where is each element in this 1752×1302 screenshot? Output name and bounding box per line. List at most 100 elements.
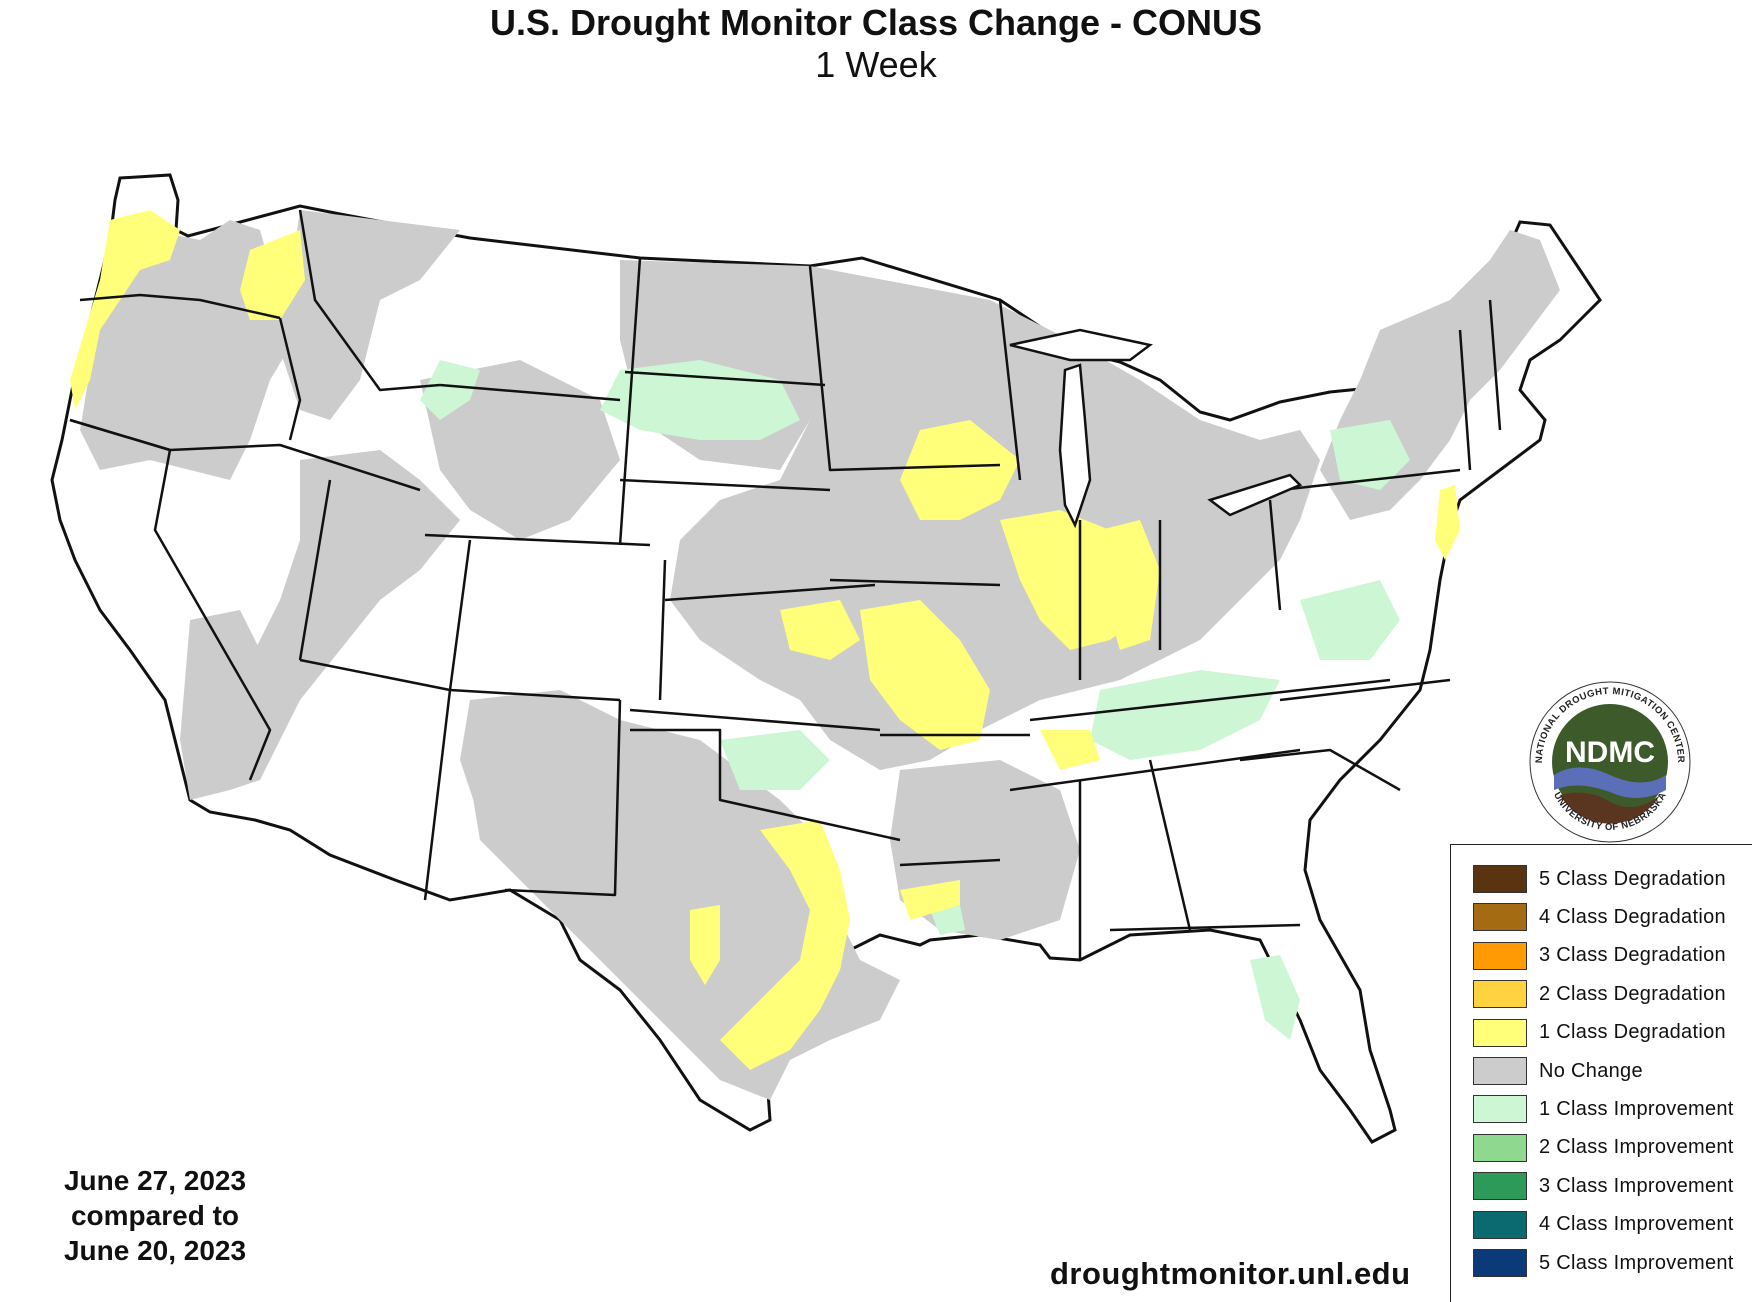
legend-item: 3 Class Degradation bbox=[1473, 941, 1726, 971]
border-new-england bbox=[1458, 299, 1502, 471]
degradation-louisiana bbox=[900, 880, 960, 920]
border-id-mt bbox=[298, 209, 441, 392]
border-ut-co bbox=[448, 539, 472, 691]
lake-superior bbox=[1009, 328, 1153, 362]
legend-label: 4 Class Improvement bbox=[1539, 1213, 1734, 1236]
border-tx-ok bbox=[630, 728, 901, 842]
improvement-new-york bbox=[1330, 420, 1410, 490]
border-ne-ks bbox=[664, 583, 876, 602]
date-comparison: June 27, 2023 compared to June 20, 2023 bbox=[40, 1163, 270, 1268]
border-wa-or bbox=[79, 293, 281, 320]
state-borders bbox=[69, 209, 1502, 960]
border-mt-wy bbox=[439, 383, 621, 402]
legend-swatch bbox=[1473, 1133, 1527, 1162]
legend-swatch bbox=[1473, 1210, 1527, 1239]
legend-item: 1 Class Improvement bbox=[1473, 1094, 1734, 1124]
legend-item: 2 Class Improvement bbox=[1473, 1133, 1734, 1163]
great-lakes bbox=[1009, 328, 1303, 529]
degradation-texas-east bbox=[720, 820, 850, 1070]
improvement-regions bbox=[420, 360, 1410, 1040]
legend-swatch bbox=[1473, 1172, 1527, 1201]
lake-erie bbox=[1207, 473, 1303, 517]
legend-item: 4 Class Improvement bbox=[1473, 1210, 1734, 1240]
border-ks-ok bbox=[629, 708, 881, 732]
border-ia-mo bbox=[829, 578, 1001, 587]
improvement-oklahoma bbox=[720, 730, 830, 790]
legend-label: No Change bbox=[1539, 1059, 1643, 1082]
legend-label: 5 Class Degradation bbox=[1539, 867, 1726, 890]
lake-michigan bbox=[1058, 363, 1092, 529]
legend-label: 1 Class Improvement bbox=[1539, 1097, 1734, 1120]
ndmc-logo: NDMC NATIONAL DROUGHT MITIGATION CENTER … bbox=[1529, 681, 1691, 843]
border-wi-mi bbox=[998, 299, 1022, 481]
border-oh-pa bbox=[1268, 499, 1282, 611]
border-ga-fl bbox=[1109, 923, 1301, 932]
ndmc-logo-text: NDMC bbox=[1565, 736, 1655, 769]
legend-swatch bbox=[1473, 941, 1527, 970]
legend-label: 2 Class Improvement bbox=[1539, 1136, 1734, 1159]
degradation-arkansas-tenn bbox=[1040, 730, 1100, 770]
legend-item: 1 Class Degradation bbox=[1473, 1018, 1726, 1048]
legend-label: 3 Class Improvement bbox=[1539, 1174, 1734, 1197]
no-change-wyoming bbox=[420, 360, 620, 540]
degradation-washington-coast bbox=[70, 210, 180, 410]
legend-item: 3 Class Improvement bbox=[1473, 1171, 1734, 1201]
legend-label: 3 Class Degradation bbox=[1539, 944, 1726, 967]
degradation-texas-central bbox=[690, 905, 720, 985]
border-mn bbox=[808, 265, 1001, 472]
legend-item: 2 Class Degradation bbox=[1473, 979, 1726, 1009]
border-nv-ut bbox=[298, 479, 332, 661]
map-subtitle: 1 Week bbox=[815, 44, 937, 85]
legend-label: 5 Class Improvement bbox=[1539, 1251, 1734, 1274]
no-change-great-basin bbox=[220, 450, 460, 790]
border-ar-la bbox=[899, 858, 1001, 867]
legend-item: 5 Class Improvement bbox=[1473, 1248, 1734, 1278]
degradation-regions bbox=[70, 210, 1460, 1070]
legend-item: 5 Class Degradation bbox=[1473, 864, 1726, 894]
border-sd-ne bbox=[619, 478, 831, 492]
date-current: June 27, 2023 bbox=[63, 1165, 247, 1196]
legend-swatch bbox=[1473, 865, 1527, 893]
no-change-idaho-montana bbox=[280, 210, 460, 420]
legend-swatch bbox=[1473, 980, 1527, 1009]
legend: 5 Class Degradation 4 Class Degradation 3 … bbox=[1450, 844, 1752, 1302]
degradation-missouri bbox=[860, 600, 990, 750]
legend-label: 4 Class Degradation bbox=[1539, 905, 1726, 928]
legend-label: 2 Class Degradation bbox=[1539, 982, 1726, 1005]
legend-swatch bbox=[1473, 1018, 1527, 1047]
improvement-virginia bbox=[1300, 580, 1400, 660]
legend-swatch bbox=[1473, 903, 1527, 932]
degradation-indiana bbox=[1100, 520, 1160, 650]
date-previous: June 20, 2023 bbox=[63, 1235, 247, 1266]
border-or-id bbox=[278, 317, 302, 441]
no-change-new-mexico bbox=[460, 700, 570, 840]
improvement-tennessee bbox=[1090, 670, 1280, 760]
no-change-california bbox=[180, 610, 260, 800]
border-wy-co bbox=[424, 533, 651, 547]
legend-item: No Change bbox=[1473, 1056, 1643, 1086]
site-url[interactable]: droughtmonitor.unl.edu bbox=[1050, 1256, 1411, 1291]
map-title: U.S. Drought Monitor Class Change - CONU… bbox=[489, 2, 1262, 43]
border-va-nc bbox=[1279, 678, 1451, 702]
improvement-florida bbox=[1250, 955, 1300, 1040]
improvement-louisiana bbox=[930, 905, 965, 935]
degradation-washington-east bbox=[240, 230, 305, 320]
date-compared-to: compared to bbox=[70, 1200, 240, 1231]
degradation-iowa-illinois bbox=[900, 420, 1020, 520]
degradation-kansas-missouri bbox=[780, 600, 860, 660]
border-or-ca bbox=[69, 418, 421, 492]
border-al-ga bbox=[1148, 759, 1192, 931]
degradation-new-jersey bbox=[1435, 485, 1460, 560]
improvement-montana bbox=[420, 360, 480, 420]
border-nc-sc bbox=[1239, 748, 1401, 792]
border-az-nm bbox=[423, 689, 452, 901]
border-pa-ny bbox=[1279, 468, 1461, 492]
border-tn-ky bbox=[1029, 678, 1391, 722]
border-mt-nd bbox=[618, 257, 642, 546]
border-tn-south bbox=[1009, 748, 1301, 792]
border-nd-sd bbox=[624, 370, 826, 387]
legend-swatch bbox=[1473, 1249, 1527, 1277]
border-nm-tx bbox=[504, 699, 622, 897]
